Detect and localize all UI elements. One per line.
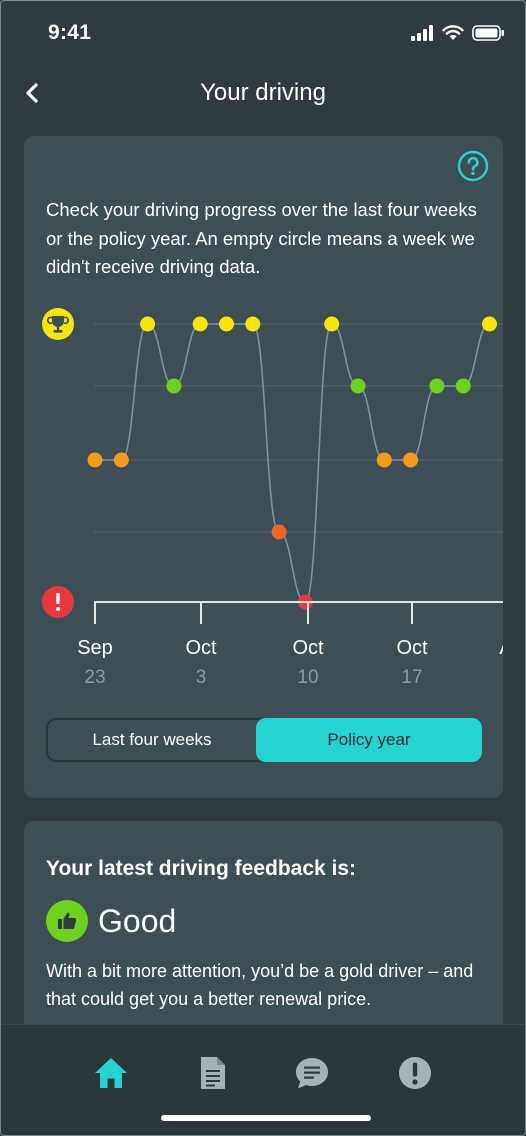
- score-point[interactable]: [324, 316, 340, 332]
- chevron-left-icon: [26, 83, 38, 103]
- bottom-level-marker: [42, 586, 74, 618]
- score-point[interactable]: [140, 316, 156, 332]
- score-line: [95, 323, 490, 603]
- score-point[interactable]: [455, 378, 471, 394]
- x-tick-month: Oct: [396, 637, 428, 659]
- score-point[interactable]: [166, 378, 182, 394]
- x-tick-day: 17: [401, 667, 422, 688]
- score-point[interactable]: [192, 316, 208, 332]
- home-icon: [95, 1058, 127, 1088]
- score-point[interactable]: [219, 316, 234, 332]
- feedback-heading: Your latest driving feedback is:: [46, 857, 357, 880]
- chat-icon: [296, 1058, 328, 1089]
- feedback-body: With a bit more attention, you’d be a go…: [46, 961, 474, 1009]
- x-tick-day: 23: [84, 667, 105, 688]
- trophy-icon: [46, 316, 70, 333]
- chart-grid: [94, 323, 503, 533]
- score-points: [87, 316, 497, 610]
- document-icon: [201, 1057, 225, 1089]
- x-tick-month: Sep: [77, 637, 113, 659]
- home-indicator: [161, 1115, 371, 1121]
- thumbs-up-icon: [58, 912, 77, 929]
- status-time: 9:41: [48, 21, 92, 44]
- driving-score-chart: Sep 23 Oct 3 Oct 10 Oct 17 A: [42, 308, 503, 688]
- score-point[interactable]: [245, 316, 261, 332]
- score-point[interactable]: [87, 452, 103, 468]
- alert-icon: [399, 1057, 431, 1089]
- x-axis: Sep 23 Oct 3 Oct 10 Oct 17 A: [77, 601, 503, 688]
- score-point[interactable]: [403, 452, 419, 468]
- chart-intro-text: Check your driving progress over the las…: [46, 199, 477, 277]
- tab-messages[interactable]: [292, 1053, 332, 1093]
- rating-label: Good: [98, 902, 177, 939]
- x-tick-day: 10: [297, 667, 318, 688]
- policy-year-option[interactable]: Policy year: [256, 718, 482, 762]
- tab-home[interactable]: [91, 1053, 131, 1093]
- score-point[interactable]: [113, 452, 129, 468]
- score-point[interactable]: [429, 378, 445, 394]
- page-title: Your driving: [200, 79, 326, 106]
- rating-row: Good: [46, 899, 176, 943]
- x-tick-month: A: [499, 637, 503, 659]
- status-icons: [410, 25, 505, 41]
- tab-bar: [1, 1024, 525, 1135]
- tab-alerts[interactable]: [395, 1053, 435, 1093]
- tab-documents[interactable]: [193, 1053, 233, 1093]
- battery-icon: [472, 25, 504, 41]
- score-point[interactable]: [271, 524, 287, 540]
- back-button[interactable]: [17, 77, 49, 109]
- x-tick-day: 3: [196, 667, 207, 688]
- period-toggle: Last four weeks Policy year: [46, 718, 482, 762]
- x-tick-month: Oct: [292, 637, 324, 659]
- x-tick-month: Oct: [185, 637, 217, 659]
- last-four-weeks-option[interactable]: Last four weeks: [92, 730, 212, 749]
- alert-icon: [56, 593, 60, 611]
- status-bar: 9:41: [1, 1, 525, 65]
- score-point[interactable]: [482, 316, 497, 332]
- driving-progress-card: Check your driving progress over the las…: [24, 136, 503, 798]
- rating-badge: [46, 900, 88, 942]
- signal-icon: [411, 25, 433, 41]
- nav-bar: Your driving: [1, 65, 525, 121]
- help-button[interactable]: [457, 150, 489, 182]
- top-level-marker: [42, 308, 74, 340]
- question-mark-icon: [457, 150, 489, 182]
- wifi-icon: [442, 25, 464, 40]
- score-point[interactable]: [376, 452, 392, 468]
- score-point[interactable]: [350, 378, 366, 394]
